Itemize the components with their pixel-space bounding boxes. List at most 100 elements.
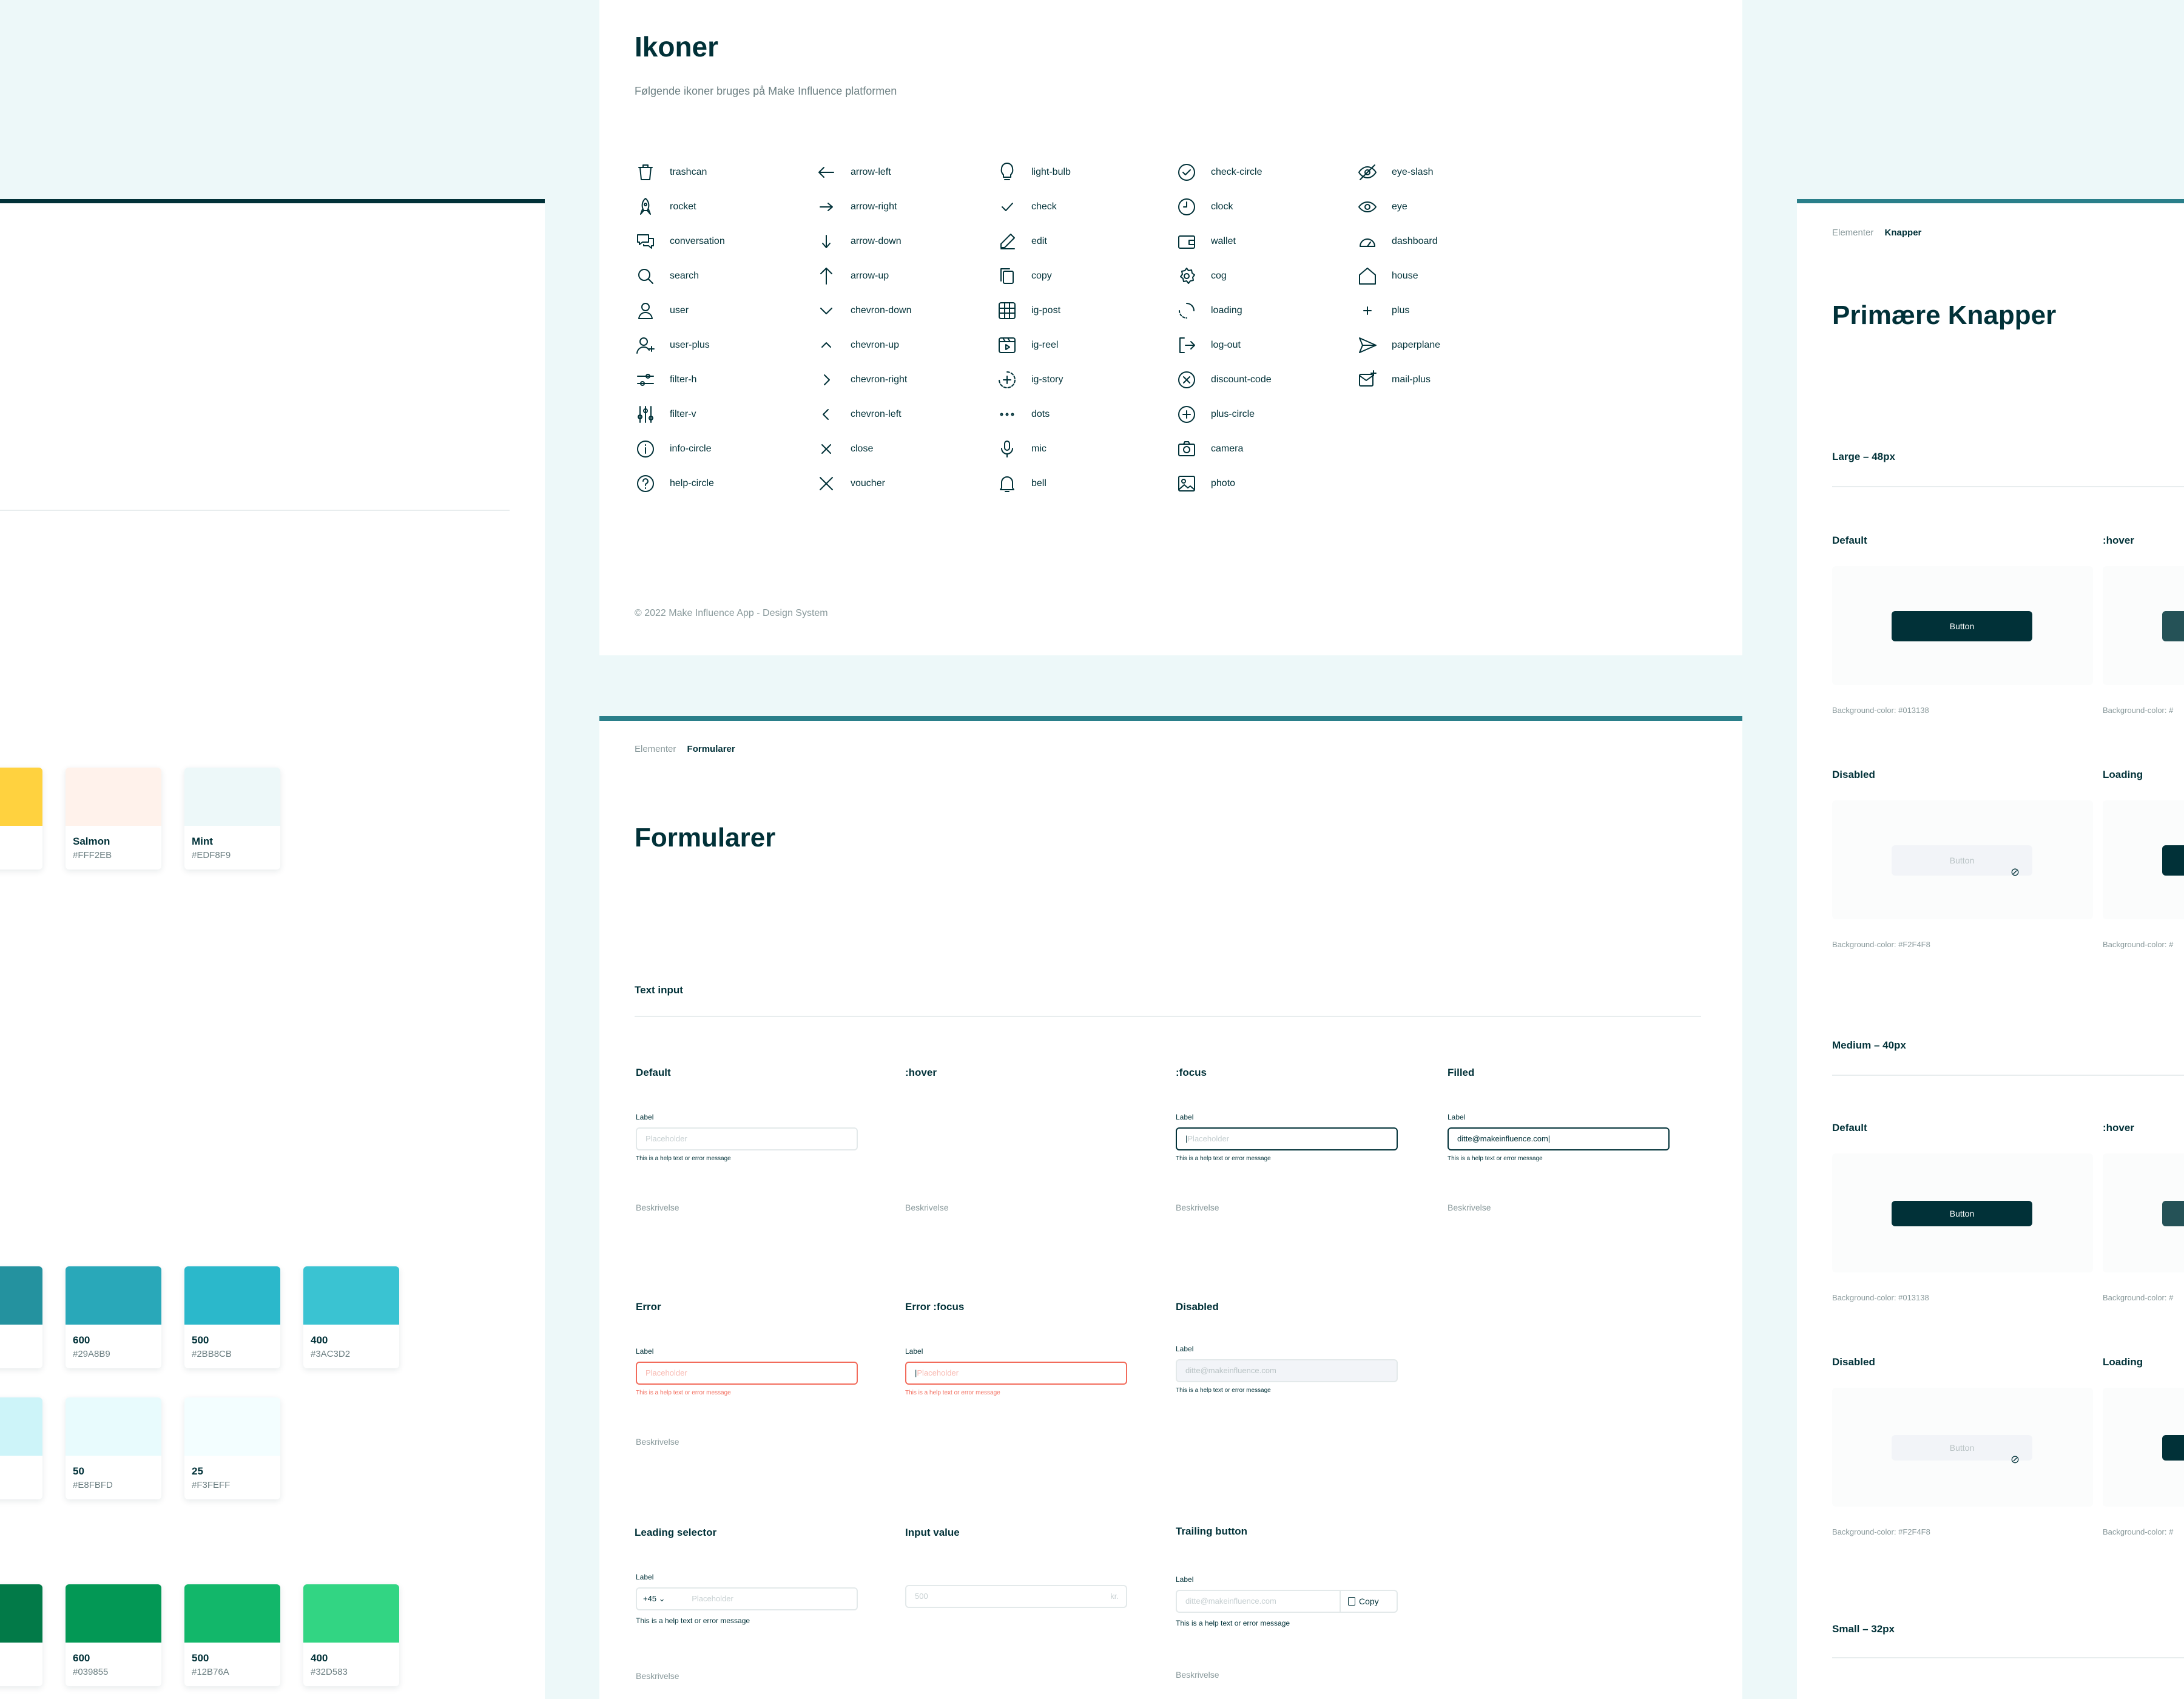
help-circle-icon bbox=[635, 473, 656, 495]
state-loading: Loading bbox=[2103, 1356, 2143, 1368]
input-leading-selector[interactable]: +45 ⌄ Placeholder bbox=[636, 1587, 858, 1610]
divider bbox=[1832, 1075, 2184, 1076]
color-card-green-500: 500 #12B76A bbox=[184, 1584, 280, 1686]
bg-note: Background-color: # bbox=[2103, 940, 2174, 949]
size-large-heading: Large – 48px bbox=[1832, 451, 1895, 462]
icon-label: user-plus bbox=[670, 340, 710, 350]
state-trailing-button: Trailing button bbox=[1176, 1525, 1248, 1537]
house-icon bbox=[1357, 265, 1378, 287]
arrow-right-icon bbox=[815, 196, 837, 218]
input-error[interactable]: Placeholder bbox=[636, 1362, 858, 1385]
input-filled[interactable]: ditte@makeinfluence.com| bbox=[1448, 1127, 1670, 1150]
primary-button-large-loading[interactable] bbox=[2162, 845, 2184, 876]
state-default: Default bbox=[1832, 535, 1867, 546]
primary-button-large-hover[interactable] bbox=[2162, 611, 2184, 641]
discount-code-icon bbox=[1176, 369, 1198, 391]
input-error-focus[interactable]: |Placeholder bbox=[905, 1362, 1127, 1385]
primary-button-medium-loading[interactable] bbox=[2162, 1435, 2184, 1461]
icon-label: filter-v bbox=[670, 409, 696, 419]
state-disabled: Disabled bbox=[1832, 1356, 1875, 1368]
icon-label: paperplane bbox=[1392, 340, 1441, 350]
description-text: Beskrivelse bbox=[636, 1203, 679, 1212]
arrow-down-icon bbox=[815, 231, 837, 252]
description-text: Beskrivelse bbox=[905, 1203, 949, 1212]
cursor-not-allowed-icon: ⊘ bbox=[2010, 1453, 2020, 1465]
icon-label: user bbox=[670, 305, 689, 316]
color-card-teal-50: 50 #E8FBFD bbox=[66, 1397, 161, 1499]
breadcrumb-parent[interactable]: Elementer bbox=[1832, 228, 1874, 238]
error-text: This is a help text or error message bbox=[636, 1390, 731, 1396]
icon-label: help-circle bbox=[670, 478, 714, 488]
dots-icon bbox=[996, 404, 1018, 425]
state-hover: :hover bbox=[2103, 1122, 2134, 1133]
copy-label: Copy bbox=[1359, 1596, 1379, 1606]
bg-note: Background-color: #F2F4F8 bbox=[1832, 940, 1930, 949]
input-trailing-button[interactable]: ditte@makeinfluence.com bbox=[1176, 1590, 1347, 1613]
color-card-teal-600: 600 #29A8B9 bbox=[66, 1266, 161, 1368]
state-default: Default bbox=[1832, 1122, 1867, 1133]
icon-label: filter-h bbox=[670, 374, 697, 385]
input-placeholder: Placeholder bbox=[1187, 1134, 1230, 1143]
field-label: Label bbox=[636, 1113, 654, 1121]
description-text: Beskrivelse bbox=[1176, 1203, 1219, 1212]
state-error: Error bbox=[636, 1301, 661, 1312]
icon-label: arrow-down bbox=[851, 236, 902, 246]
icon-label: conversation bbox=[670, 236, 725, 246]
size-medium-heading: Medium – 40px bbox=[1832, 1039, 1906, 1051]
primary-button-medium-hover[interactable] bbox=[2162, 1201, 2184, 1226]
input-placeholder: Placeholder bbox=[917, 1368, 959, 1377]
country-code-select[interactable]: +45 ⌄ bbox=[643, 1594, 666, 1603]
primary-button-large[interactable]: Button bbox=[1892, 611, 2032, 641]
description-text: Beskrivelse bbox=[636, 1437, 679, 1447]
input-focus[interactable]: |Placeholder bbox=[1176, 1127, 1398, 1150]
icon-label: chevron-up bbox=[851, 340, 900, 350]
breadcrumb-parent[interactable]: Elementer bbox=[635, 744, 676, 754]
field-label: Label bbox=[1448, 1113, 1466, 1121]
state-hover: :hover bbox=[905, 1067, 937, 1078]
chevron-up-icon bbox=[815, 334, 837, 356]
state-loading: Loading bbox=[2103, 769, 2143, 780]
chevron-down-icon bbox=[815, 300, 837, 322]
check-icon bbox=[996, 196, 1018, 218]
primary-button-medium[interactable]: Button bbox=[1892, 1201, 2032, 1226]
icon-label: clock bbox=[1211, 201, 1233, 212]
icon-label: light-bulb bbox=[1031, 167, 1071, 177]
user-icon bbox=[635, 300, 656, 322]
breadcrumb-current: Knapper bbox=[1884, 228, 1922, 238]
icon-label: ig-post bbox=[1031, 305, 1061, 316]
page-title: Primære Knapper bbox=[1832, 300, 2057, 330]
state-focus: :focus bbox=[1176, 1067, 1207, 1078]
footer-text: © 2022 Make Influence App - Design Syste… bbox=[635, 608, 828, 618]
icon-label: mail-plus bbox=[1392, 374, 1431, 385]
icon-label: chevron-left bbox=[851, 409, 902, 419]
bg-note: Background-color: # bbox=[2103, 706, 2174, 715]
page-subtitle: Følgende ikoner bruges på Make Influence… bbox=[635, 85, 897, 97]
bg-note: Background-color: # bbox=[2103, 1527, 2174, 1536]
filter-h-icon bbox=[635, 369, 656, 391]
color-card-partial-teal bbox=[0, 1266, 42, 1368]
divider bbox=[1832, 1657, 2184, 1658]
icon-label: edit bbox=[1031, 236, 1047, 246]
conversation-icon bbox=[635, 231, 656, 252]
state-input-value: Input value bbox=[905, 1527, 960, 1538]
eye-slash-icon bbox=[1357, 161, 1378, 183]
field-label: Label bbox=[636, 1573, 654, 1581]
size-small-heading: Small – 32px bbox=[1832, 1623, 1895, 1635]
color-card-teal-400: 400 #3AC3D2 bbox=[303, 1266, 399, 1368]
mic-icon bbox=[996, 438, 1018, 460]
icon-label: voucher bbox=[851, 478, 885, 488]
input-value-field[interactable]: 500 kr. bbox=[905, 1585, 1127, 1608]
icon-label: arrow-right bbox=[851, 201, 897, 212]
icon-label: cog bbox=[1211, 271, 1227, 281]
ig-story-icon bbox=[996, 369, 1018, 391]
input-value: ditte@makeinfluence.com bbox=[1457, 1134, 1548, 1143]
icon-label: camera bbox=[1211, 444, 1244, 454]
input-default[interactable]: Placeholder bbox=[636, 1127, 858, 1150]
icons-panel: Ikoner Følgende ikoner bruges på Make In… bbox=[599, 0, 1742, 655]
bg-note: Background-color: #013138 bbox=[1832, 1293, 1929, 1302]
page-title: Ikoner bbox=[635, 31, 719, 62]
color-card-partial-green bbox=[0, 1584, 42, 1686]
input-placeholder: Placeholder bbox=[692, 1594, 733, 1603]
copy-button[interactable]: Copy bbox=[1340, 1590, 1398, 1613]
icon-label: eye bbox=[1392, 201, 1407, 212]
